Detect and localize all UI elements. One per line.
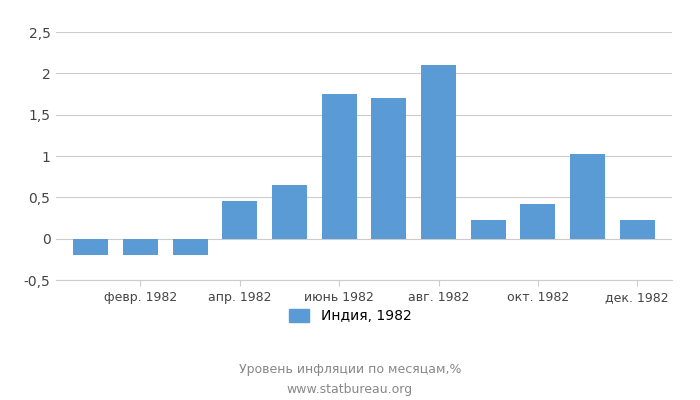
Bar (322, 94, 356, 239)
Bar (223, 202, 257, 239)
Text: Уровень инфляции по месяцам,%
www.statbureau.org: Уровень инфляции по месяцам,% www.statbu… (239, 364, 461, 396)
Bar (471, 220, 505, 239)
Bar (173, 239, 207, 255)
Bar (123, 239, 158, 255)
Bar (372, 98, 406, 239)
Bar (421, 65, 456, 239)
Legend: Индия, 1982: Индия, 1982 (288, 309, 412, 323)
Bar (74, 239, 108, 255)
Bar (272, 185, 307, 239)
Bar (570, 154, 605, 239)
Bar (620, 220, 654, 239)
Bar (521, 204, 555, 239)
